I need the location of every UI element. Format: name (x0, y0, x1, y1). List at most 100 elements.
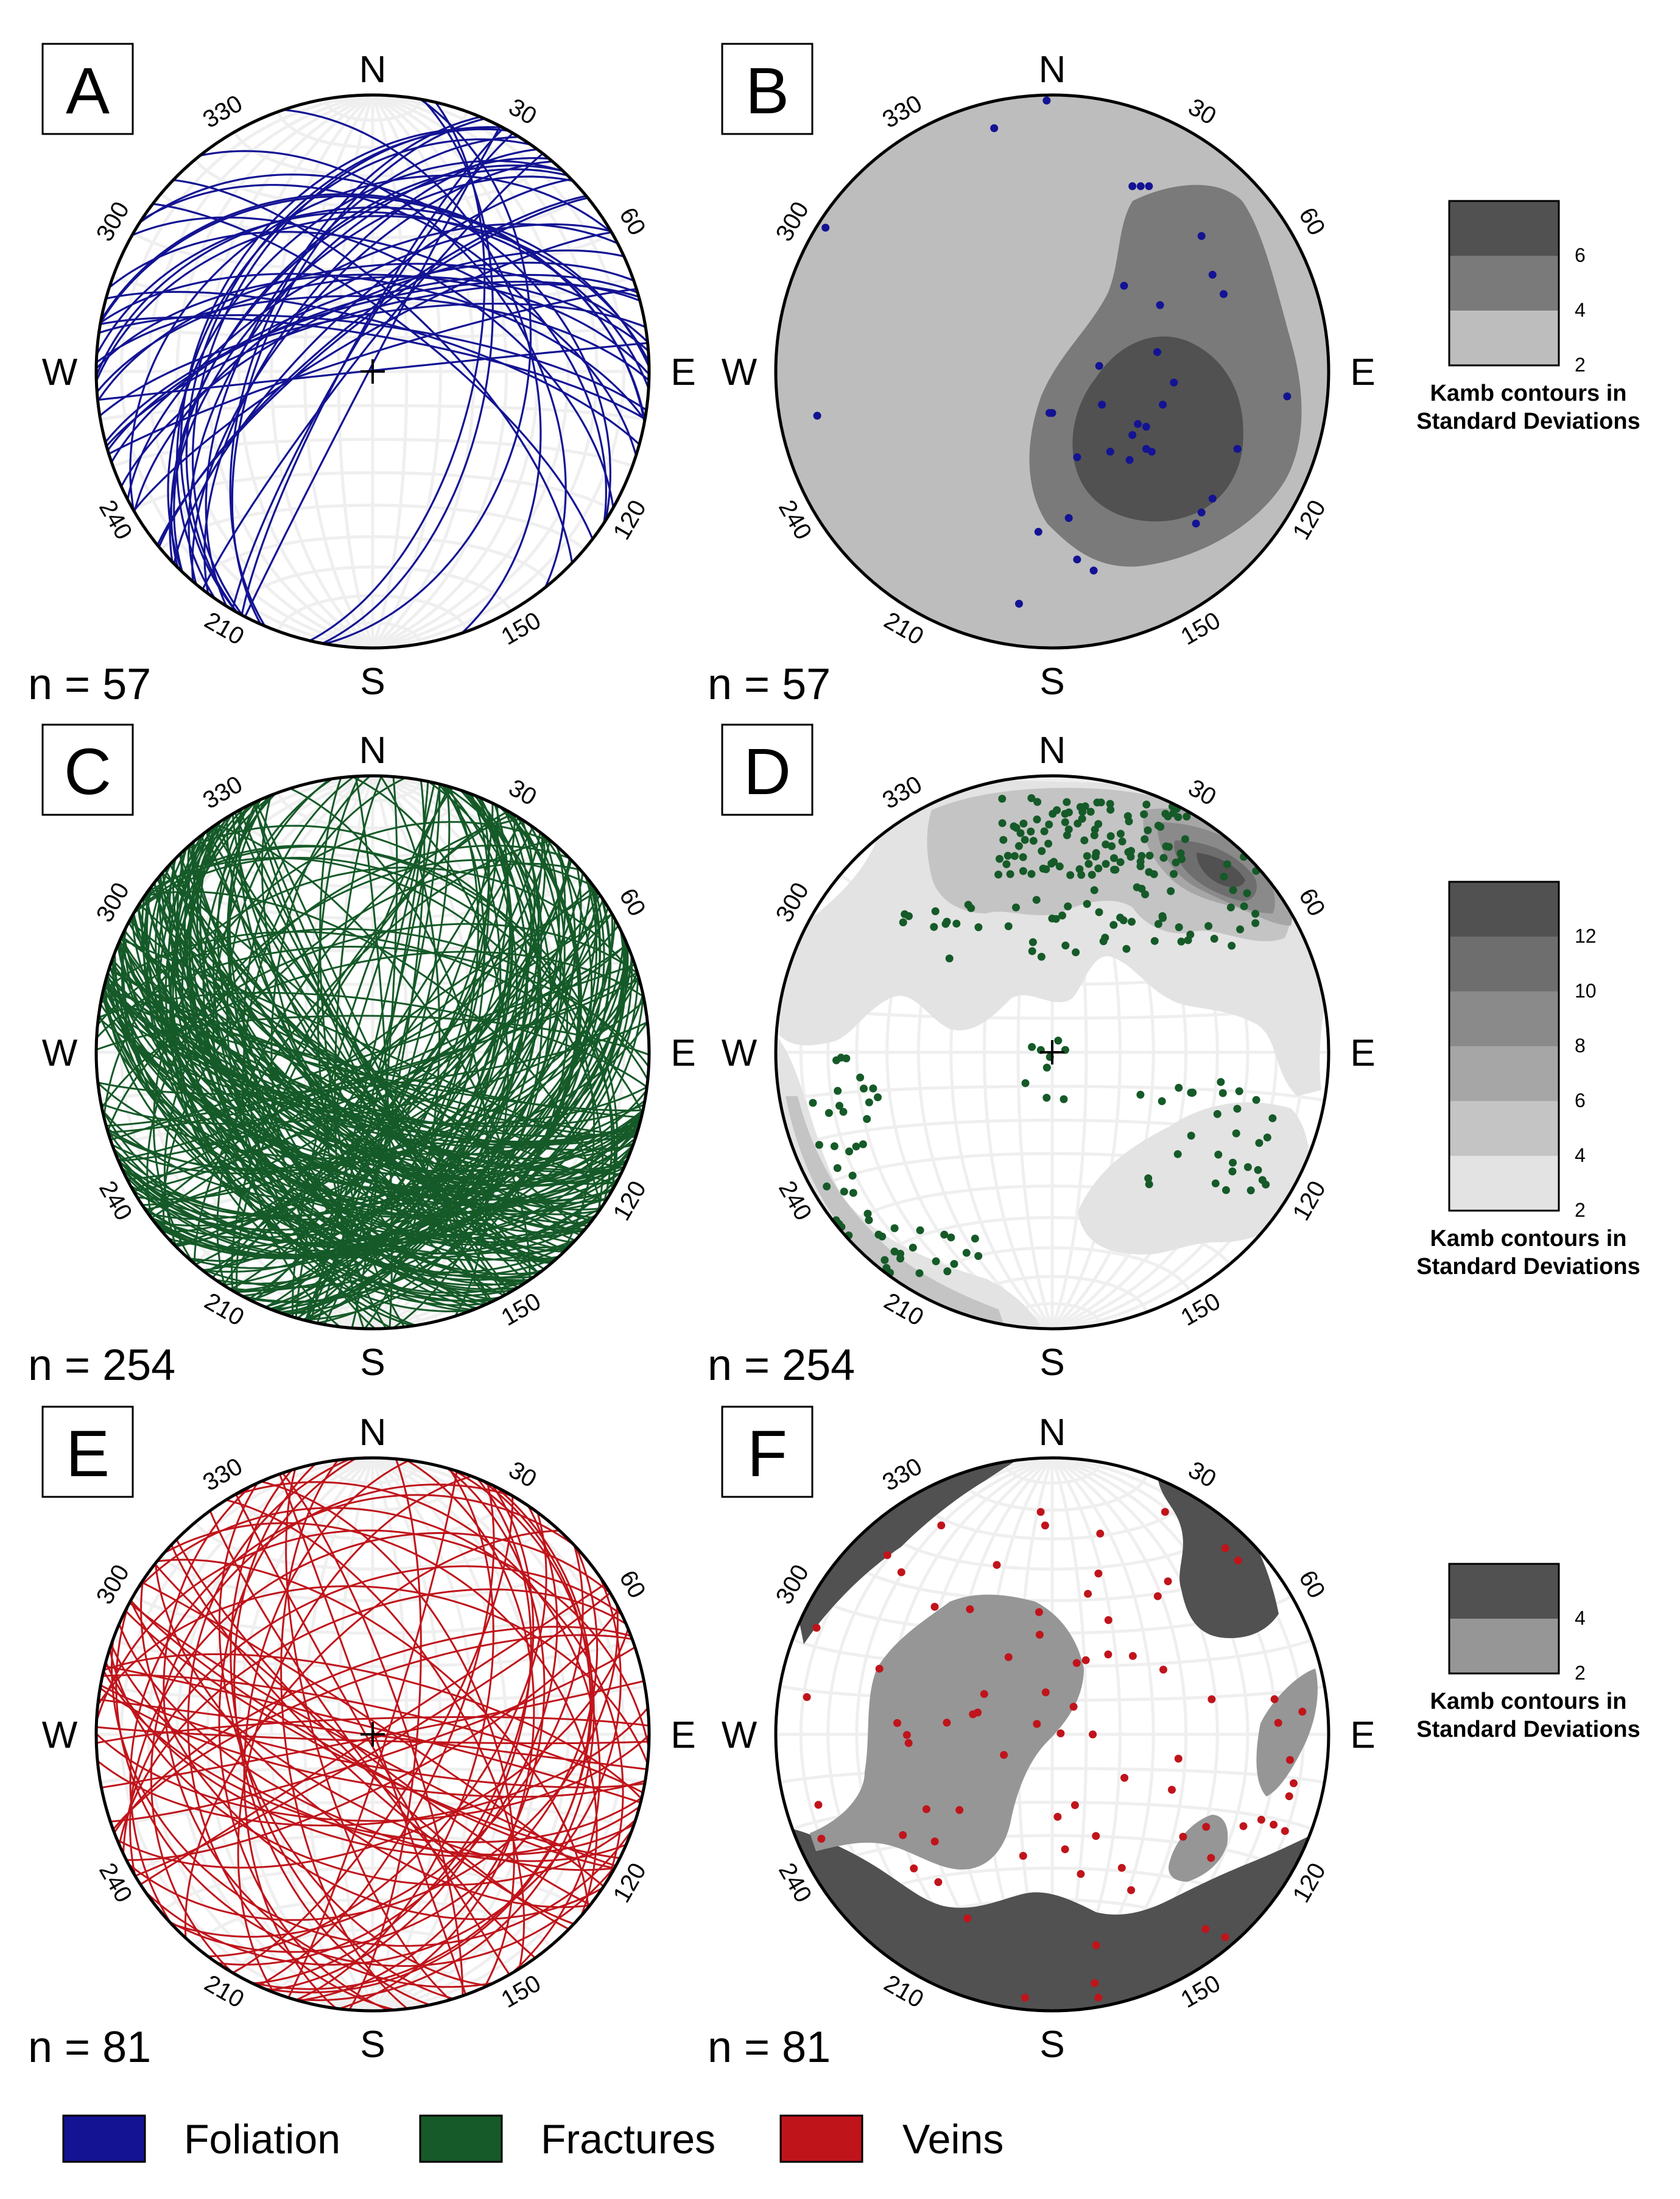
pole-point (1116, 829, 1125, 838)
great-circle (96, 1733, 649, 1822)
great-circle (141, 184, 608, 523)
pole-point (999, 836, 1008, 844)
pole-point (840, 1187, 848, 1196)
scale-frame (1448, 1563, 1560, 1675)
pole-point (1208, 494, 1217, 503)
pole-point (1116, 913, 1125, 922)
great-circle (152, 203, 594, 540)
kamb-scale-D: 2 4 6 8 10 12 Kamb contours in Standard Deviati… (1416, 881, 1640, 1279)
pole-point (1136, 182, 1145, 191)
north-label: N (359, 1412, 387, 1454)
pole-point (835, 1102, 843, 1110)
great-circle (212, 778, 413, 1327)
great-circle (205, 136, 519, 607)
pole-point (915, 1269, 924, 1278)
pole-point (1268, 1114, 1277, 1122)
primitive-circle (774, 774, 1330, 1331)
scale-title: Kamb contours in (1430, 381, 1626, 406)
scale-band (1449, 201, 1559, 256)
poles (809, 794, 1277, 1278)
great-circle (233, 1463, 431, 2006)
legend-swatch (419, 2114, 503, 2163)
legend: Foliation Fractures Veins (62, 2114, 1003, 2163)
pole-point (1175, 923, 1183, 932)
pole-point (1090, 831, 1098, 840)
pole-point (1136, 1091, 1145, 1099)
pole-point (1290, 1779, 1298, 1787)
great-circle (99, 303, 646, 417)
east-label: E (670, 1032, 695, 1074)
great-circle (118, 1588, 627, 1845)
pole-point (1019, 819, 1028, 828)
pole-point (1222, 1186, 1230, 1194)
pole-point (1154, 920, 1162, 928)
azimuth-label: 60 (614, 1566, 650, 1603)
south-label: S (360, 661, 385, 703)
pole-point (1116, 858, 1125, 867)
pole-point (1173, 1150, 1182, 1158)
pole-point (1120, 1773, 1129, 1782)
great-circle (97, 1021, 648, 1095)
great-circle (170, 1544, 574, 1925)
pole-point (980, 1690, 988, 1698)
azimuth-label: 60 (1293, 884, 1330, 921)
azimuth-label: 30 (1184, 774, 1221, 811)
pole-point (1061, 941, 1070, 950)
pole-point (943, 1719, 951, 1727)
great-circle (305, 784, 441, 1321)
pole-point (1021, 1079, 1030, 1088)
pole-point (1251, 919, 1260, 927)
pole-point (1094, 864, 1103, 873)
pole-point (966, 1605, 974, 1613)
pole-point (863, 1209, 872, 1218)
great-circle (113, 955, 633, 1252)
north-label: N (1039, 730, 1066, 772)
sample-count: n = 57 (28, 660, 151, 709)
scale-band (1449, 1046, 1559, 1101)
pole-point (1003, 851, 1012, 860)
pole-point (998, 819, 1007, 828)
pole-point (1204, 922, 1213, 931)
great-circle (191, 842, 554, 1263)
south-label: S (1039, 2024, 1064, 2066)
azimuth-label: 60 (614, 884, 650, 921)
pole-point (937, 1521, 946, 1530)
pole-point (865, 1098, 873, 1107)
pole-point (1033, 815, 1041, 824)
pole-point (1137, 852, 1146, 860)
pole-point (1036, 1508, 1045, 1516)
great-circle (202, 834, 560, 1273)
great-circle (298, 1467, 546, 2002)
scale-band (1449, 1101, 1559, 1156)
great-circle (98, 1013, 647, 1191)
great-circle (173, 178, 572, 565)
pole-point (1229, 886, 1237, 895)
great-circle (116, 1628, 630, 1869)
pole-point (1251, 910, 1260, 918)
azimuth-label: 30 (1184, 1456, 1221, 1493)
great-circle (180, 127, 509, 613)
pole-point (994, 870, 1003, 879)
primitive-circle (774, 1456, 1330, 2013)
pole-point (848, 1172, 857, 1180)
great-circle (200, 836, 593, 1289)
pole-point (1153, 348, 1161, 356)
great-circle (244, 125, 501, 617)
great-circle (96, 1529, 649, 1748)
pole-point (1063, 798, 1071, 806)
pole-point (1202, 1823, 1211, 1831)
pole-point (1125, 456, 1134, 464)
pole-point (1004, 1653, 1013, 1661)
great-circle (230, 1469, 454, 2000)
pole-point (813, 412, 821, 420)
great-circle (238, 809, 505, 1297)
great-circle (97, 1585, 648, 1764)
pole-point (1038, 847, 1046, 855)
pole-point (1141, 835, 1149, 843)
pole-point (1210, 935, 1218, 943)
pole-point (1270, 1695, 1279, 1703)
legend-label: Veins (902, 2116, 1003, 2162)
pole-point (1170, 870, 1178, 878)
